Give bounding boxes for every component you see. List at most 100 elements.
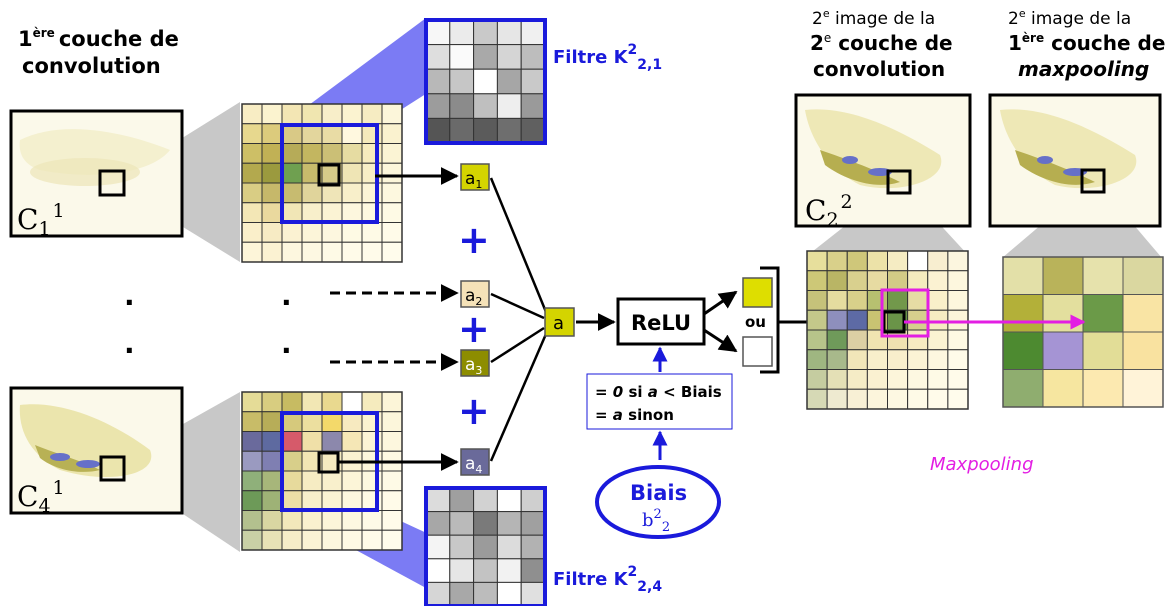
grid-cell <box>261 431 283 452</box>
grid-cell <box>261 510 283 531</box>
c1-selection-box <box>98 169 126 197</box>
feature-map-c1: C11 <box>9 109 184 240</box>
grid-cell <box>473 44 498 70</box>
grid-cell <box>846 329 868 351</box>
feature-map-c2: C22 <box>794 93 972 231</box>
grid-cell <box>301 241 323 263</box>
grid-cell <box>281 202 303 223</box>
grid-cell <box>321 202 343 223</box>
grid-cell <box>301 222 323 243</box>
grid-cell <box>261 143 283 164</box>
grid-cell <box>927 369 949 390</box>
grid-cell <box>927 329 949 351</box>
a2-box: a2 <box>460 280 490 308</box>
grid-cell <box>496 558 522 583</box>
grid-cell <box>241 431 263 452</box>
filter4-label: Filtre K22,4 <box>553 564 662 595</box>
grid-cell <box>907 349 929 370</box>
grid-cell <box>496 511 522 536</box>
grid-cell <box>301 391 323 413</box>
grid-cell <box>301 431 323 452</box>
grid-cell <box>361 103 383 125</box>
grid-cell <box>520 534 546 560</box>
grid-cell <box>241 182 263 204</box>
grid-cell <box>261 222 283 243</box>
bias-ellipse: Biais b22 <box>595 465 721 539</box>
grid-cell <box>846 388 868 410</box>
conv2-header-line1: 2e image de la <box>812 7 935 29</box>
grid-cell <box>381 123 403 144</box>
grid-cell <box>261 529 283 551</box>
grid-cell <box>361 222 383 243</box>
grid-cell <box>341 222 363 243</box>
c2-label: C22 <box>805 191 853 231</box>
grid-cell <box>381 103 403 125</box>
grid-cell <box>520 117 546 144</box>
grid-cell <box>381 162 403 184</box>
grid-border <box>806 250 969 410</box>
grid-cell <box>947 349 969 370</box>
grid-cell <box>449 558 475 583</box>
grid-cell <box>473 534 498 560</box>
grid-cell <box>241 391 263 413</box>
grid-cell <box>826 250 848 272</box>
grid-cell <box>907 329 929 351</box>
grid-cell <box>241 103 263 125</box>
grid-cell <box>425 534 451 560</box>
grid-cell <box>947 388 969 410</box>
filter1-label: Filtre K22,1 <box>553 42 662 73</box>
grid-cell <box>361 529 383 551</box>
svg-text:a3: a3 <box>465 355 482 377</box>
conv2-grid <box>806 250 969 410</box>
grid-cell <box>321 490 343 511</box>
grid-cell <box>301 103 323 125</box>
grid-cell <box>241 450 263 472</box>
grid-cell <box>381 241 403 263</box>
grid-cell <box>947 369 969 390</box>
grid-cell <box>947 329 969 351</box>
grid-cell <box>321 431 343 452</box>
grid-cell <box>496 19 522 46</box>
grid-cell <box>866 388 888 410</box>
grid-cell <box>927 349 949 370</box>
grid-cell <box>281 470 303 492</box>
grid-cell <box>301 470 323 492</box>
svg-text:a4: a4 <box>465 454 482 476</box>
grid-cell <box>1042 331 1084 370</box>
svg-text:a1: a1 <box>465 169 482 191</box>
grid-cell <box>261 490 283 511</box>
grid-cell <box>321 510 343 531</box>
grid-cell <box>301 510 323 531</box>
grid-cell <box>826 309 848 331</box>
grid-cell <box>381 222 403 243</box>
grid-cell <box>907 309 929 331</box>
grid-cell <box>425 581 451 606</box>
grid-cell <box>261 162 283 184</box>
center-cell-1 <box>317 163 341 187</box>
grid-cell <box>496 534 522 560</box>
grid-cell <box>261 182 283 204</box>
grid-cell <box>866 270 888 291</box>
grid-cell <box>341 143 363 164</box>
layer1-title-line2: convolution <box>22 54 161 78</box>
grid-cell <box>341 490 363 511</box>
grid-cell <box>846 250 868 272</box>
grid-cell <box>241 222 263 243</box>
grid-cell <box>887 349 909 370</box>
grid-cell <box>927 250 949 272</box>
grid-cell <box>361 391 383 413</box>
c4-selection-box <box>99 455 126 482</box>
maxpooling-label: Maxpooling <box>930 454 1034 475</box>
svg-text:= 0 si a < Biais: = 0 si a < Biais <box>595 383 722 401</box>
grid-cell <box>520 44 546 70</box>
grid-cell <box>341 470 363 492</box>
filter-window-1 <box>280 123 379 224</box>
grid-cell <box>241 411 263 432</box>
grid-cell <box>381 143 403 164</box>
grid-cell <box>425 19 451 46</box>
grid-cell <box>321 529 343 551</box>
grid-cell <box>449 534 475 560</box>
grid-cell <box>449 487 475 513</box>
ellipsis-dot: . <box>124 279 135 312</box>
grid-cell <box>806 329 828 351</box>
